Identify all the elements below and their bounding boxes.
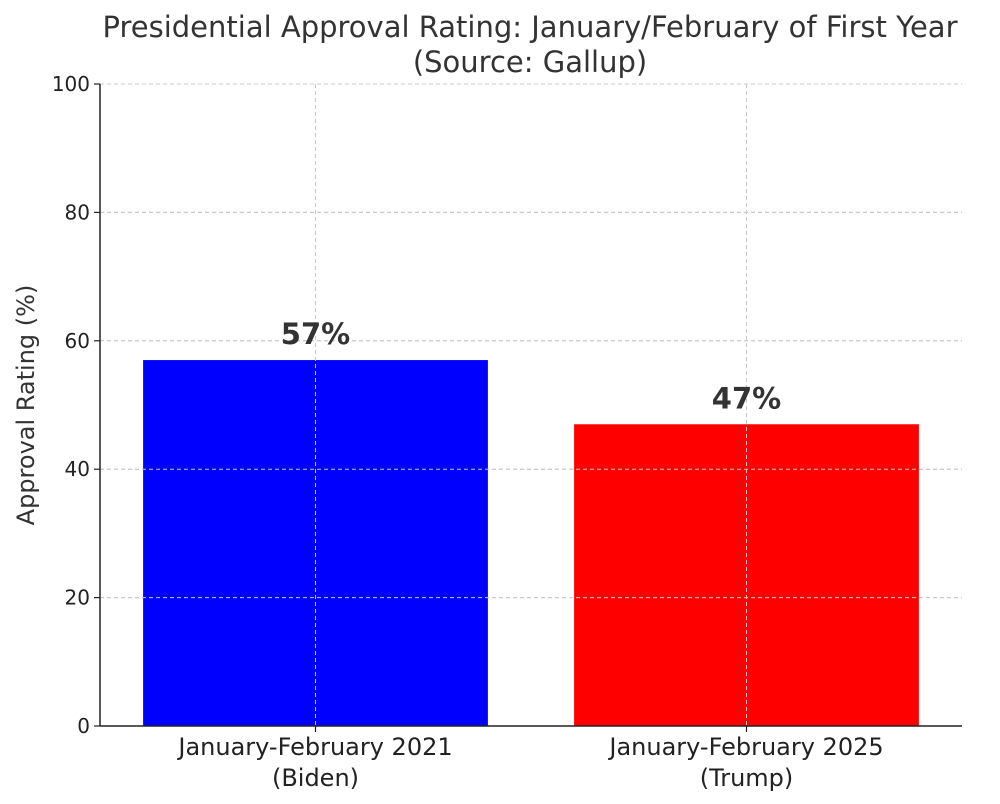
y-tick-labels: 0 20 40 60 80 100 [52, 72, 90, 738]
y-tick-label: 80 [65, 200, 90, 224]
y-tick-label: 0 [77, 714, 90, 738]
chart-title: Presidential Approval Rating: January/Fe… [102, 10, 957, 79]
y-tick-label: 60 [65, 329, 90, 353]
y-axis-label: Approval Rating (%) [12, 285, 40, 526]
data-label: 57% [281, 317, 350, 351]
axes [94, 83, 962, 732]
chart-title-line-1: Presidential Approval Rating: January/Fe… [102, 10, 957, 44]
x-tick-label: January-February 2025 [607, 733, 883, 761]
x-tick-label: January-February 2021 [176, 733, 452, 761]
bars [100, 83, 962, 726]
chart-title-line-2: (Source: Gallup) [413, 45, 647, 79]
y-tick-label: 40 [65, 457, 90, 481]
x-tick-label: (Biden) [272, 764, 359, 792]
x-tick-labels: January-February 2021 (Biden) January-Febr… [176, 733, 883, 792]
y-tick-label: 20 [65, 586, 90, 610]
x-tick-label: (Trump) [700, 764, 794, 792]
data-label: 47% [712, 381, 781, 415]
y-tick-label: 100 [52, 72, 90, 96]
data-labels: 57% 47% [281, 317, 781, 415]
